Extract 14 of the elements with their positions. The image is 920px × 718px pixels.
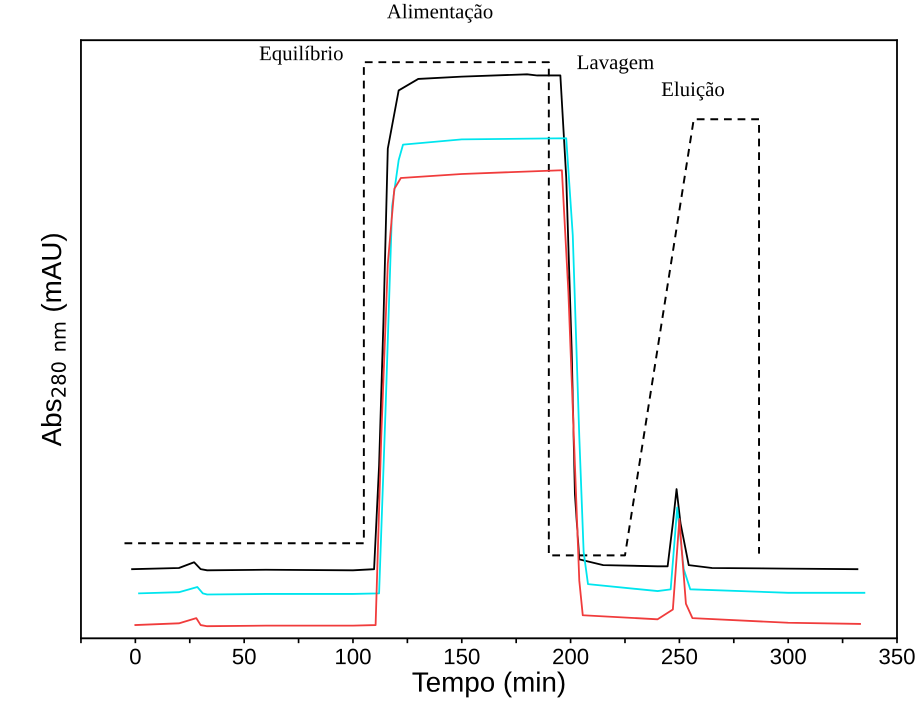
x-axis-title: Tempo (min) [412, 672, 564, 698]
x-tick-label: 150 [444, 648, 480, 664]
text: Alimentação [387, 4, 492, 23]
y-axis-title: Abs$_{280 nm}$ (mAU) [40, 234, 67, 446]
x-tick-label: 200 [553, 648, 588, 664]
x-tick-label: 100 [336, 648, 371, 664]
x-tick-label: 300 [770, 648, 806, 664]
x-tick-label: 250 [662, 648, 698, 664]
x-tick-label: 0 [130, 648, 141, 664]
annotation: Lavagem [577, 55, 654, 74]
annotation: Eluição [662, 82, 724, 100]
x-tick-label: 50 [232, 648, 256, 664]
x-tick-label: 350 [879, 648, 915, 664]
annotation: Equilíbrio [260, 46, 343, 65]
